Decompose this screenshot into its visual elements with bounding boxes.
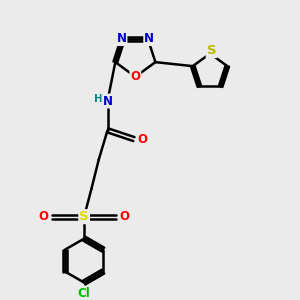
Text: N: N xyxy=(103,94,112,107)
Text: S: S xyxy=(207,44,216,57)
Text: O: O xyxy=(39,210,49,223)
Text: H: H xyxy=(94,94,103,104)
Text: O: O xyxy=(130,70,140,83)
Text: N: N xyxy=(116,32,127,45)
Text: O: O xyxy=(137,133,147,146)
Text: O: O xyxy=(119,210,130,223)
Text: Cl: Cl xyxy=(78,287,91,300)
Text: N: N xyxy=(144,32,154,45)
Text: S: S xyxy=(79,210,89,223)
